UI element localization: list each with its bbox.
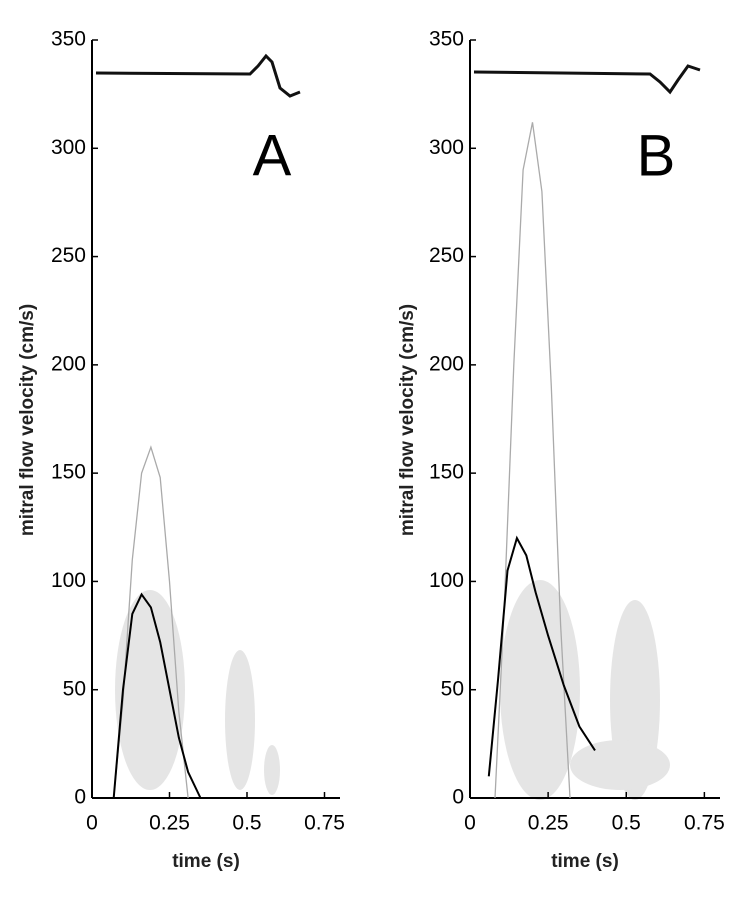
flow-curve <box>113 445 189 799</box>
y-tick-label: 200 <box>51 352 86 375</box>
x-axis-label: time (s) <box>551 851 619 872</box>
y-tick-label: 0 <box>452 786 464 809</box>
y-tick-label: 50 <box>441 677 464 700</box>
x-tick-label: 0.75 <box>304 812 345 835</box>
panel-annotation: A <box>253 123 292 188</box>
x-tick-label: 0.25 <box>149 812 190 835</box>
ecg-trace <box>473 64 701 95</box>
ecg-trace <box>95 53 301 98</box>
y-tick-label: 100 <box>51 569 86 592</box>
x-tick-label: 0.75 <box>684 812 725 835</box>
doppler-speckle <box>115 580 670 800</box>
y-tick-label: 350 <box>51 28 86 51</box>
x-tick-label: 0 <box>464 812 476 835</box>
y-tick-label: 250 <box>51 244 86 267</box>
y-tick-label: 300 <box>429 136 464 159</box>
y-tick-label: 150 <box>51 461 86 484</box>
flow-curve <box>112 592 202 799</box>
y-tick-label: 100 <box>429 569 464 592</box>
y-tick-label: 250 <box>429 244 464 267</box>
y-tick-label: 350 <box>429 28 464 51</box>
panel-annotation: B <box>637 123 676 188</box>
y-axis-label: mitral flow velocity (cm/s) <box>397 304 418 536</box>
y-axis-label: mitral flow velocity (cm/s) <box>17 304 38 536</box>
x-axis-label: time (s) <box>172 851 240 872</box>
y-tick-label: 50 <box>63 677 86 700</box>
x-tick-label: 0.5 <box>232 812 261 835</box>
x-tick-label: 0.25 <box>528 812 569 835</box>
flow-curve <box>494 122 571 799</box>
y-tick-label: 200 <box>429 352 464 375</box>
y-tick-label: 300 <box>51 136 86 159</box>
flow-curve <box>487 535 596 777</box>
y-tick-label: 0 <box>74 786 86 809</box>
y-tick-label: 150 <box>429 461 464 484</box>
x-tick-label: 0 <box>86 812 98 835</box>
x-tick-label: 0.5 <box>612 812 641 835</box>
